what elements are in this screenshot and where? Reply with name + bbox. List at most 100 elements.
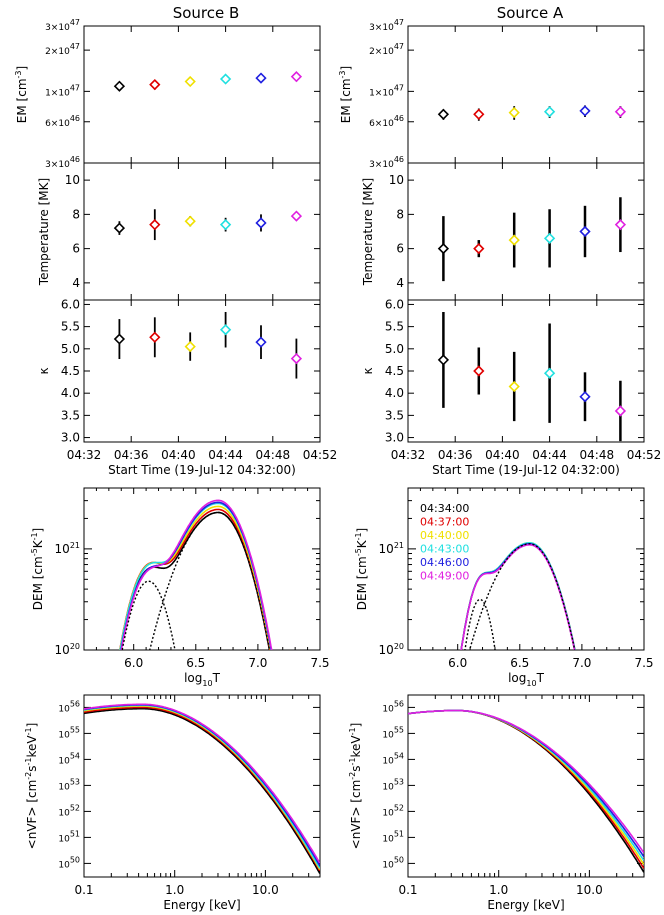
- data-point-04:34:00: [113, 80, 126, 92]
- y-tick-label: 3.5: [385, 408, 404, 422]
- legend-entry-04:40:00: 04:40:00: [420, 529, 469, 542]
- x-axis-label: log10T: [184, 671, 220, 688]
- x-tick-label: 10.0: [576, 883, 603, 897]
- y-tick-label: 6: [72, 242, 80, 256]
- y-axis-label: <nVF> [cm-2s-1keV-1]: [348, 723, 363, 850]
- x-tick-label: 04:44: [208, 448, 243, 462]
- x-axis-label: Energy [keV]: [487, 898, 564, 912]
- nvf-series-04:49:00: [84, 703, 320, 864]
- data-point-04:34:00: [437, 108, 450, 120]
- x-tick-label: 04:40: [485, 448, 520, 462]
- y-axis-label: EM [cm-3]: [338, 66, 353, 123]
- data-point-04:40:00: [184, 215, 196, 227]
- y-tick-label: 3×1047: [369, 18, 404, 33]
- y-tick-label: 6.0: [61, 297, 80, 311]
- data-point-04:40:00: [184, 340, 196, 353]
- x-tick-label: 04:52: [303, 448, 338, 462]
- data-point-04:49:00: [614, 106, 627, 118]
- y-tick-label: 1051: [58, 829, 80, 844]
- y-tick-label: 1050: [58, 855, 80, 870]
- source-a-title: Source A: [497, 4, 564, 22]
- x-tick-label: 6.0: [448, 656, 467, 670]
- data-point-04:37:00: [149, 331, 161, 343]
- x-tick-label: 04:36: [114, 448, 149, 462]
- y-tick-label: 1055: [58, 725, 80, 740]
- data-point-04:34:00: [437, 242, 450, 255]
- y-tick-label: 5.0: [61, 342, 80, 356]
- dem-high-component: [468, 543, 576, 650]
- y-axis-label: EM [cm-3]: [14, 66, 29, 123]
- nvf-series-04:34:00: [84, 707, 320, 874]
- legend-entry-04:49:00: 04:49:00: [420, 570, 469, 583]
- x-tick-label: 04:48: [256, 448, 291, 462]
- y-tick-label: 5.5: [61, 320, 80, 334]
- data-point-04:43:00: [543, 232, 556, 244]
- data-point-04:40:00: [508, 234, 520, 246]
- y-tick-label: 5.0: [385, 342, 404, 356]
- dem-panel-frame-b: [83, 487, 321, 651]
- x-tick-label: 04:48: [580, 448, 615, 462]
- x-axis-label: Energy [keV]: [163, 898, 240, 912]
- data-point-04:43:00: [219, 219, 232, 231]
- y-tick-label: 4: [396, 276, 404, 290]
- nvf-panel-frame-b: [83, 694, 321, 878]
- em-panel-frame-b: [83, 25, 321, 164]
- x-axis-label: log10T: [508, 671, 544, 688]
- y-axis-label: <nVF> [cm-2s-1keV-1]: [24, 723, 39, 850]
- dem-series-04:49:00: [460, 544, 576, 650]
- x-tick-label: 04:32: [391, 448, 426, 462]
- y-tick-label: 1052: [382, 803, 404, 818]
- dem-series-04:49:00: [120, 499, 273, 650]
- y-tick-label: 1021: [55, 541, 80, 556]
- x-tick-label: 1.0: [165, 883, 184, 897]
- dem-high-component: [149, 511, 271, 650]
- x-tick-label: 7.5: [310, 656, 329, 670]
- y-tick-label: 2×1047: [45, 42, 80, 57]
- x-tick-label: 04:32: [67, 448, 102, 462]
- x-tick-label: 0.1: [74, 883, 93, 897]
- data-point-04:37:00: [473, 242, 485, 255]
- nvf-series-04:37:00: [84, 706, 320, 872]
- y-tick-label: 1053: [382, 777, 404, 792]
- x-tick-label: 04:40: [161, 448, 196, 462]
- y-axis-label: κ: [37, 367, 51, 374]
- chart-layer: 3×1046 6×1046 1×1047 2×1047 3×1047 EM [cm-3] 4…: [14, 18, 661, 912]
- legend-entry-04:43:00: 04:43:00: [420, 543, 469, 556]
- dem-series-04:43:00: [460, 542, 576, 650]
- x-tick-label: 7.5: [634, 656, 653, 670]
- em-panel-frame-a: [407, 25, 645, 164]
- y-tick-label: 1050: [382, 855, 404, 870]
- data-point-04:34:00: [113, 333, 126, 345]
- y-tick-label: 1051: [382, 829, 404, 844]
- y-tick-label: 1055: [382, 725, 404, 740]
- data-point-04:46:00: [255, 72, 267, 84]
- legend-entry-04:37:00: 04:37:00: [420, 516, 469, 529]
- data-point-04:46:00: [579, 391, 591, 403]
- y-tick-label: 6.0: [385, 297, 404, 311]
- x-tick-label: 0.1: [398, 883, 417, 897]
- data-point-04:37:00: [473, 108, 485, 120]
- dem-low-component: [121, 580, 176, 650]
- x-tick-label: 04:36: [438, 448, 473, 462]
- y-tick-label: 1056: [58, 699, 80, 714]
- y-axis-label: DEM [cm-5K-1]: [354, 528, 369, 611]
- data-point-04:40:00: [184, 75, 196, 88]
- dem-panel-frame-a: [407, 487, 645, 651]
- data-point-04:34:00: [437, 354, 450, 366]
- x-tick-label: 6.5: [510, 656, 529, 670]
- data-point-04:37:00: [149, 219, 161, 231]
- y-tick-label: 4.5: [385, 364, 404, 378]
- x-axis-label: Start Time (19-Jul-12 04:32:00): [108, 463, 296, 477]
- data-point-04:34:00: [113, 222, 126, 234]
- data-point-04:37:00: [473, 365, 485, 377]
- data-point-04:46:00: [579, 105, 591, 117]
- data-point-04:46:00: [255, 336, 267, 348]
- y-tick-label: 1020: [55, 642, 80, 657]
- y-tick-label: 1056: [382, 699, 404, 714]
- y-axis-label: DEM [cm-5K-1]: [30, 528, 45, 611]
- nvf-series-04:49:00: [408, 709, 644, 854]
- nvf-panel-frame-a: [407, 694, 645, 878]
- y-tick-label: 1053: [58, 777, 80, 792]
- y-tick-label: 5.5: [385, 320, 404, 334]
